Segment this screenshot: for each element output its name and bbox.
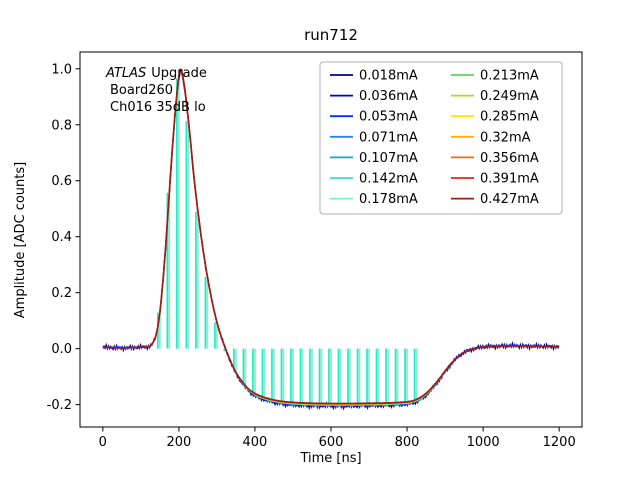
annotation-brand: ATLAS [105,66,146,81]
x-axis-label: Time [ns] [299,451,361,466]
y-axis-label: Amplitude [ADC counts] [13,162,28,318]
legend-item-label: 0.356mA [480,151,539,166]
x-tick-label: 200 [166,435,191,450]
annotation-line-1: ATLAS Upgrade [105,66,207,81]
legend-item-label: 0.391mA [480,172,539,187]
legend-item-label: 0.178mA [359,192,418,207]
legend-item-label: 0.036mA [359,89,418,104]
y-tick-label: 0.6 [51,174,72,189]
x-tick-label: 1200 [543,435,576,450]
x-tick-label: 600 [319,435,344,450]
y-tick-label: -0.2 [47,398,72,413]
y-tick-label: 0.8 [51,118,72,133]
y-tick-label: 0.0 [51,342,72,357]
chart-title: run712 [304,26,358,44]
legend-item-label: 0.071mA [359,130,418,145]
legend-item-label: 0.427mA [480,192,539,207]
legend-item-label: 0.32mA [480,130,531,145]
legend-item-label: 0.285mA [480,110,539,125]
x-tick-label: 1000 [467,435,500,450]
annotation-line-2: Board260 [110,83,173,98]
y-tick-label: 1.0 [51,62,72,77]
x-tick-label: 400 [243,435,268,450]
series-lines [102,68,560,411]
legend-item-label: 0.053mA [359,110,418,125]
legend-item-label: 0.142mA [359,172,418,187]
legend-item-label: 0.107mA [359,151,418,166]
annotation-line-3: Ch016 35dB lo [110,100,206,115]
legend: 0.018mA 0.036mA 0.053mA 0.071mA 0.107mA 0.142… [319,61,563,215]
legend-item-label: 0.018mA [359,69,418,84]
legend-item-label: 0.213mA [480,69,539,84]
y-tick-label: 0.4 [51,230,72,245]
x-tick-label: 800 [395,435,420,450]
series-line [102,68,560,405]
legend-box [319,61,563,215]
annotation-upgrade: Upgrade [151,66,207,81]
legend-item-label: 0.249mA [480,89,539,104]
y-tick-label: 0.2 [51,286,72,301]
x-tick-label: 0 [99,435,107,450]
